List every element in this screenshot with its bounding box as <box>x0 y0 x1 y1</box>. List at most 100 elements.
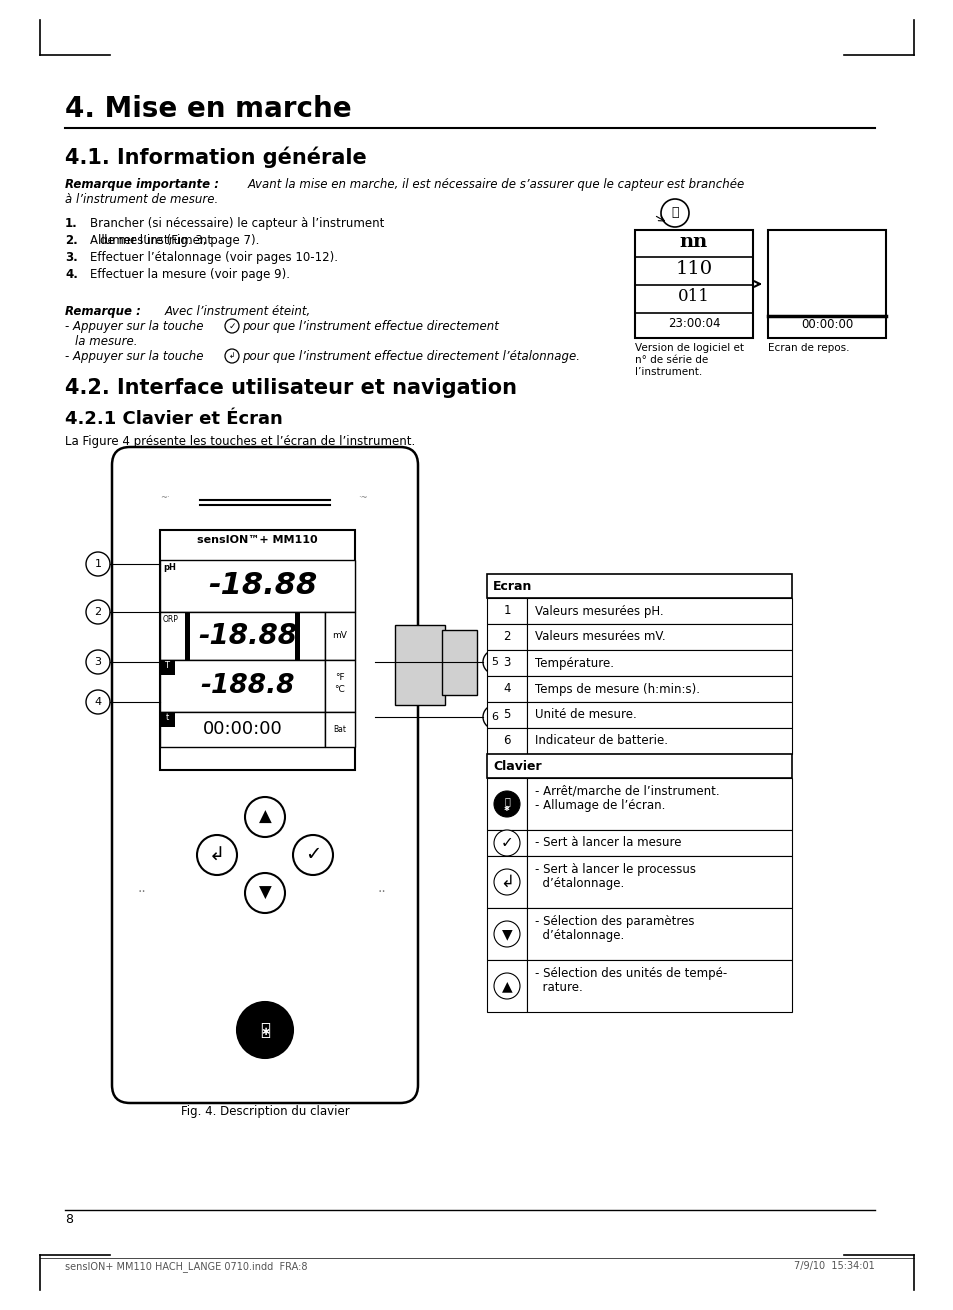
Text: pour que l’instrument effectue directement l’étalonnage.: pour que l’instrument effectue directeme… <box>242 350 579 363</box>
Bar <box>526 831 791 855</box>
Bar <box>160 612 325 660</box>
Circle shape <box>293 834 333 875</box>
Circle shape <box>245 872 285 913</box>
Circle shape <box>245 796 285 837</box>
Text: -188.8: -188.8 <box>200 673 294 700</box>
Text: - Sert à lancer le processus: - Sert à lancer le processus <box>535 863 696 876</box>
Circle shape <box>494 791 519 817</box>
Text: T: T <box>164 662 170 669</box>
Text: Clavier: Clavier <box>493 760 541 773</box>
Text: °F: °F <box>335 673 344 683</box>
Text: ⏻: ⏻ <box>260 1020 270 1039</box>
Circle shape <box>482 705 506 728</box>
Circle shape <box>225 320 239 333</box>
Bar <box>486 908 526 960</box>
Circle shape <box>494 921 519 947</box>
Bar <box>160 531 355 770</box>
Bar <box>325 612 355 660</box>
Text: ✱: ✱ <box>261 1027 269 1038</box>
Bar <box>526 676 791 702</box>
Bar <box>294 612 299 713</box>
Circle shape <box>196 834 236 875</box>
Text: 3: 3 <box>503 656 510 669</box>
Text: Avec l’instrument éteint,: Avec l’instrument éteint, <box>165 305 311 318</box>
Bar <box>160 559 355 612</box>
Text: Ecran de repos.: Ecran de repos. <box>767 343 848 352</box>
Text: de mesure (Fig. 3, page 7).: de mesure (Fig. 3, page 7). <box>100 234 259 248</box>
Text: rature.: rature. <box>535 981 582 994</box>
Text: 011: 011 <box>678 288 709 305</box>
Bar <box>486 831 526 855</box>
Text: ✓: ✓ <box>305 845 321 865</box>
Text: Bat: Bat <box>334 724 346 734</box>
Bar <box>486 650 526 676</box>
Bar <box>526 855 791 908</box>
Text: Effectuer la mesure (voir page 9).: Effectuer la mesure (voir page 9). <box>90 269 290 282</box>
Text: la mesure.: la mesure. <box>75 335 137 348</box>
Text: d’étalonnage.: d’étalonnage. <box>535 929 623 942</box>
Text: nn: nn <box>679 233 707 252</box>
Text: - Sélection des paramètres: - Sélection des paramètres <box>535 914 694 927</box>
Text: Avant la mise en marche, il est nécessaire de s’assurer que le capteur est branc: Avant la mise en marche, il est nécessai… <box>248 178 744 191</box>
Text: - Sélection des unités de tempé-: - Sélection des unités de tempé- <box>535 967 726 980</box>
Text: 4.2. Interface utilisateur et navigation: 4.2. Interface utilisateur et navigation <box>65 379 517 398</box>
Text: -18.88: -18.88 <box>198 622 296 650</box>
Text: - Appuyer sur la touche: - Appuyer sur la touche <box>65 350 203 363</box>
Bar <box>486 755 791 778</box>
Bar <box>635 231 752 338</box>
Bar <box>325 713 355 747</box>
Text: 4.: 4. <box>65 269 78 282</box>
Text: ORP: ORP <box>163 614 178 624</box>
Text: 4: 4 <box>503 683 510 696</box>
Text: Remarque :: Remarque : <box>65 305 141 318</box>
Text: mV: mV <box>333 631 347 641</box>
Text: 6: 6 <box>491 713 498 722</box>
Text: 23:00:04: 23:00:04 <box>667 317 720 330</box>
Bar <box>486 728 526 755</box>
Bar <box>486 574 791 597</box>
Bar <box>526 597 791 624</box>
Bar <box>185 612 190 713</box>
Text: 1: 1 <box>503 604 510 617</box>
Text: - Sert à lancer la mesure: - Sert à lancer la mesure <box>535 837 680 849</box>
Bar <box>395 625 444 705</box>
Text: 4. Mise en marche: 4. Mise en marche <box>65 96 352 123</box>
Bar <box>526 728 791 755</box>
Text: ↲: ↲ <box>229 351 235 360</box>
Bar <box>486 597 526 624</box>
Text: ⏻: ⏻ <box>503 796 510 806</box>
Text: ✓: ✓ <box>228 321 235 330</box>
Text: 5: 5 <box>503 709 510 722</box>
Text: 7/9/10  15:34:01: 7/9/10 15:34:01 <box>794 1262 874 1271</box>
Circle shape <box>86 690 110 714</box>
Bar <box>160 713 325 747</box>
Text: ·~: ·~ <box>357 493 367 502</box>
Circle shape <box>482 650 506 675</box>
Text: ▼: ▼ <box>258 884 271 903</box>
Bar <box>325 660 355 713</box>
Text: Brancher (si nécessaire) le capteur à l’instrument: Brancher (si nécessaire) le capteur à l’… <box>90 217 384 231</box>
Text: Remarque importante :: Remarque importante : <box>65 178 219 191</box>
Text: Indicateur de batterie.: Indicateur de batterie. <box>535 735 667 748</box>
Text: Allumer l’instrument.: Allumer l’instrument. <box>90 234 215 248</box>
Bar <box>486 702 526 728</box>
Text: ~·: ~· <box>160 493 170 502</box>
Text: 1.: 1. <box>65 217 77 231</box>
Text: pour que l’instrument effectue directement: pour que l’instrument effectue directeme… <box>242 320 498 333</box>
Text: ▲: ▲ <box>258 808 271 827</box>
Text: 110: 110 <box>675 259 712 278</box>
Bar <box>767 231 885 338</box>
Text: 4: 4 <box>94 697 101 707</box>
Bar <box>160 660 174 675</box>
Text: pH: pH <box>163 563 175 572</box>
Text: ··: ·· <box>377 886 386 899</box>
Text: d’étalonnage.: d’étalonnage. <box>535 876 623 889</box>
Bar <box>526 960 791 1013</box>
FancyBboxPatch shape <box>112 447 417 1103</box>
Bar <box>526 650 791 676</box>
Bar <box>160 660 325 713</box>
Text: Fig. 4. Description du clavier: Fig. 4. Description du clavier <box>180 1106 349 1117</box>
Text: t: t <box>165 713 169 722</box>
Text: à l’instrument de mesure.: à l’instrument de mesure. <box>65 193 218 206</box>
Text: Version de logiciel et: Version de logiciel et <box>635 343 743 352</box>
